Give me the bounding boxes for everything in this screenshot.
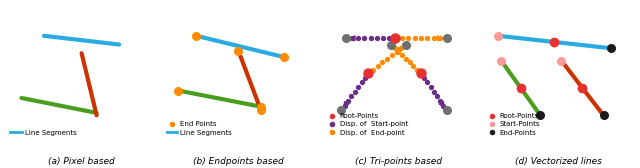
Legend: Line Segments: Line Segments [10,130,77,136]
Text: (a) Pixel based: (a) Pixel based [48,157,115,166]
Legend: End Points, Line Segments: End Points, Line Segments [166,121,232,136]
Legend: Root-Points, Disp. of  Start-point, Disp. of  End-point: Root-Points, Disp. of Start-point, Disp.… [326,113,408,136]
Text: (c) Tri-points based: (c) Tri-points based [355,157,442,166]
Legend: Root-Points, Start-Points, End-Points: Root-Points, Start-Points, End-Points [486,113,540,136]
Text: (b) Endpoints based: (b) Endpoints based [193,157,284,166]
Text: (d) Vectorized lines: (d) Vectorized lines [515,157,602,166]
